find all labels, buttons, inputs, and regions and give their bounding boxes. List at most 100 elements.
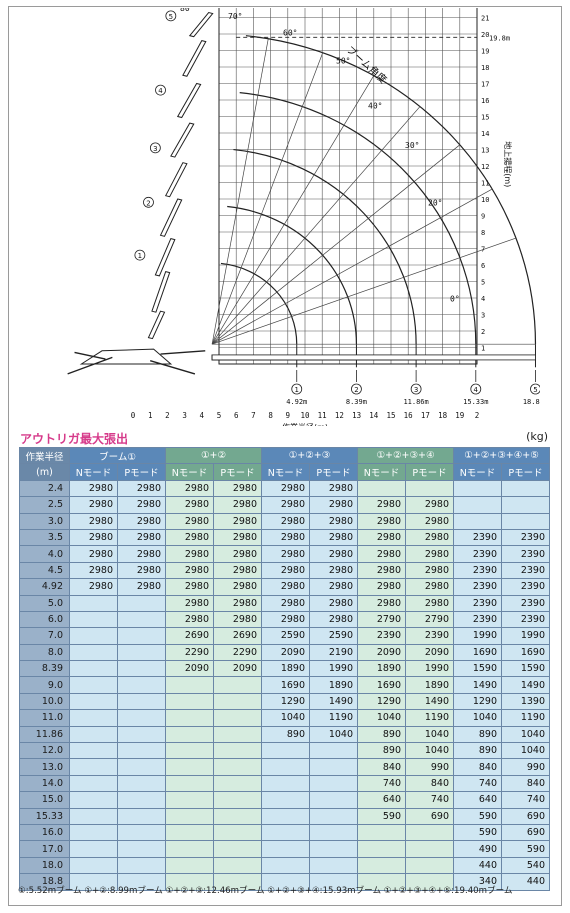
load-cell: 1890 bbox=[309, 676, 358, 694]
header-mode: Pモード bbox=[213, 463, 262, 481]
load-cell bbox=[501, 512, 550, 530]
load-cell bbox=[69, 692, 118, 711]
table-row: 2.4 2980 2980 2980 2980 2980 2980 bbox=[19, 479, 550, 498]
x-tick-label: 10 bbox=[300, 411, 310, 420]
load-cell bbox=[213, 840, 262, 858]
angle-label: 30° bbox=[405, 141, 419, 150]
angle-label: 70° bbox=[228, 12, 242, 21]
load-cell: 2980 bbox=[213, 545, 262, 563]
load-cell bbox=[405, 840, 454, 858]
load-cell: 1040 bbox=[357, 709, 406, 727]
load-cell bbox=[405, 823, 454, 842]
boom-bubble bbox=[143, 196, 154, 208]
boom-section bbox=[182, 40, 207, 77]
load-cell: 1990 bbox=[405, 660, 454, 678]
table-row: 2.5 2980 2980 2980 2980 2980 2980 2980 2980 bbox=[19, 496, 550, 514]
load-cell: 2980 bbox=[309, 479, 358, 498]
load-cell: 1990 bbox=[309, 660, 358, 678]
x-tick-label: 13 bbox=[352, 411, 361, 420]
load-cell bbox=[69, 709, 118, 727]
radius-cell: 4.92 bbox=[19, 578, 70, 596]
load-cell: 2290 bbox=[213, 643, 262, 662]
load-cell bbox=[213, 709, 262, 727]
load-cell bbox=[165, 725, 214, 744]
load-cell bbox=[309, 807, 358, 825]
x-tick-label: 9 bbox=[286, 411, 291, 420]
load-cell bbox=[405, 479, 454, 498]
y-tick-label: 4 bbox=[481, 295, 485, 303]
load-cell: 2980 bbox=[165, 528, 214, 547]
load-cell: 2090 bbox=[213, 660, 262, 678]
load-cell bbox=[165, 873, 214, 891]
load-cell: 2090 bbox=[405, 643, 454, 662]
x-tick-label: 16 bbox=[404, 411, 414, 420]
load-cell: 2390 bbox=[453, 610, 502, 629]
boom-section bbox=[151, 271, 171, 313]
y-tick-label: 10 bbox=[481, 196, 489, 204]
load-cell bbox=[69, 807, 118, 825]
load-cell: 2980 bbox=[309, 496, 358, 514]
load-cell: 2090 bbox=[357, 643, 406, 662]
load-cell: 2980 bbox=[309, 545, 358, 563]
load-cell: 2090 bbox=[165, 660, 214, 678]
load-cell bbox=[357, 823, 406, 842]
angle-ray bbox=[211, 188, 493, 345]
load-cell bbox=[309, 791, 358, 809]
chart-grid bbox=[218, 8, 478, 365]
load-cell bbox=[501, 496, 550, 514]
load-cell: 2980 bbox=[213, 479, 262, 498]
load-cell bbox=[309, 823, 358, 842]
load-cell bbox=[213, 791, 262, 809]
radius-cell: 4.0 bbox=[19, 545, 70, 563]
y-tick-label: 20 bbox=[481, 31, 489, 39]
header-radius-unit: (m) bbox=[19, 463, 70, 481]
load-cell: 2390 bbox=[501, 594, 550, 612]
y-tick-label: 21 bbox=[481, 15, 489, 23]
table-row: 18.0 440 540 bbox=[19, 856, 550, 875]
radius-cell: 11.86 bbox=[19, 725, 70, 744]
table-row: 12.0 890 1040 890 1040 bbox=[19, 742, 550, 760]
load-cell: 1040 bbox=[501, 742, 550, 760]
load-cell: 2980 bbox=[165, 496, 214, 514]
load-cell: 2980 bbox=[309, 528, 358, 547]
load-cell: 2980 bbox=[261, 479, 310, 498]
radius-cell: 5.0 bbox=[19, 594, 70, 612]
boom-section bbox=[170, 122, 195, 158]
load-cell bbox=[309, 840, 358, 858]
load-cell bbox=[117, 709, 166, 727]
load-cell bbox=[357, 840, 406, 858]
boom-bubble bbox=[155, 84, 166, 96]
load-cell: 1040 bbox=[405, 742, 454, 760]
load-cell bbox=[261, 774, 310, 793]
load-cell: 740 bbox=[405, 791, 454, 809]
x-tick-label: 14 bbox=[369, 411, 379, 420]
load-cell: 1040 bbox=[309, 725, 358, 744]
y-tick-label: 7 bbox=[481, 246, 485, 254]
reach-arc bbox=[239, 92, 477, 345]
load-cell bbox=[69, 610, 118, 629]
load-cell: 2980 bbox=[213, 594, 262, 612]
angle-label: 0° bbox=[450, 294, 460, 303]
boom-section bbox=[188, 11, 214, 38]
load-cell: 1290 bbox=[261, 692, 310, 711]
load-cell bbox=[117, 692, 166, 711]
load-cell: 1490 bbox=[309, 692, 358, 711]
load-cell: 1490 bbox=[405, 692, 454, 711]
load-cell: 2980 bbox=[69, 561, 118, 580]
load-cell: 890 bbox=[261, 725, 310, 744]
x-tick-label: 18 bbox=[438, 411, 448, 420]
reach-arc bbox=[245, 35, 537, 345]
radius-cell: 6.0 bbox=[19, 610, 70, 629]
load-cell bbox=[165, 676, 214, 694]
table-row: 10.0 1290 1490 1290 1490 1290 1390 bbox=[19, 692, 550, 711]
y-tick-label: 17 bbox=[481, 81, 489, 89]
load-cell: 690 bbox=[501, 823, 550, 842]
angle-label: 80° bbox=[180, 8, 194, 13]
boom-section bbox=[176, 82, 202, 119]
x-axis-label: 作業半径(m) bbox=[282, 422, 328, 426]
load-cell: 2790 bbox=[357, 610, 406, 629]
angle-ray bbox=[211, 52, 324, 345]
load-cell: 2390 bbox=[453, 594, 502, 612]
load-cell: 1190 bbox=[309, 709, 358, 727]
x-tick-label: 17 bbox=[421, 411, 430, 420]
